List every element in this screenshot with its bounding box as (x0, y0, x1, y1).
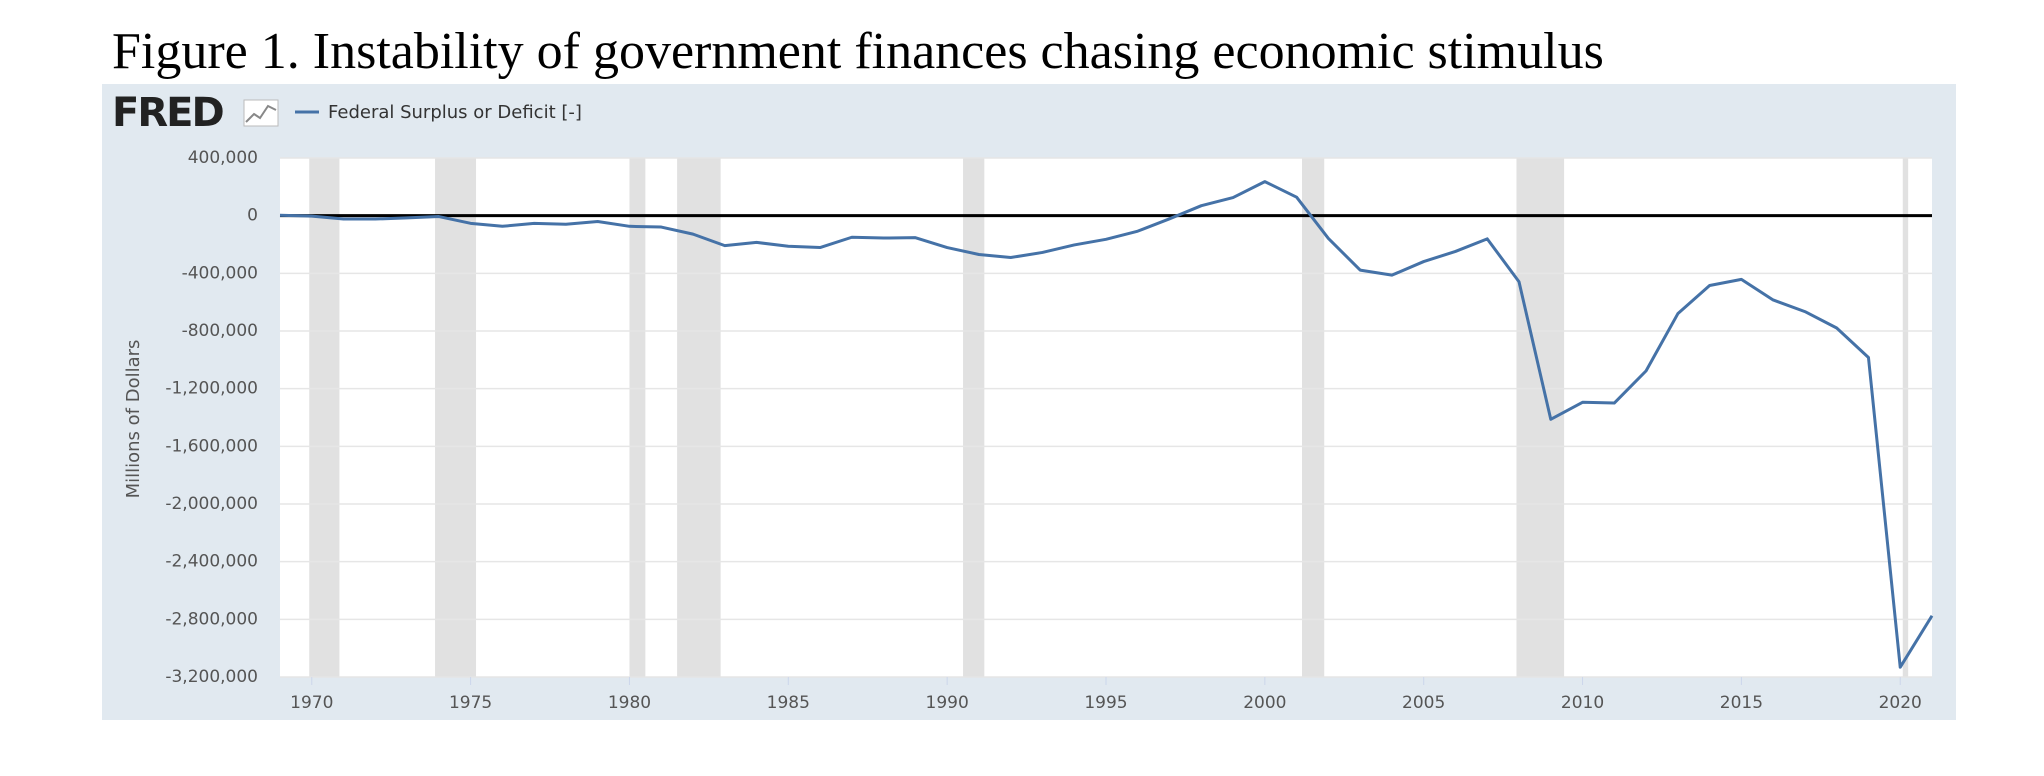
x-tick-label: 1970 (290, 693, 333, 713)
x-tick-label: 2005 (1402, 693, 1445, 713)
x-tick-label: 1985 (767, 693, 810, 713)
x-tick-label: 1995 (1084, 693, 1127, 713)
x-tick-label: 2010 (1561, 693, 1604, 713)
y-tick-label: -1,200,000 (165, 379, 258, 399)
x-tick-label: 1975 (449, 693, 492, 713)
y-tick-label: 400,000 (188, 148, 258, 168)
x-tick-label: 2000 (1243, 693, 1286, 713)
recession-band (629, 158, 646, 677)
y-tick-label: -2,000,000 (165, 494, 258, 514)
y-tick-label: -800,000 (182, 321, 258, 341)
y-tick-label: -2,800,000 (165, 609, 258, 629)
data-line (279, 180, 1934, 669)
recession-band (677, 158, 721, 677)
y-tick-label: -2,400,000 (165, 552, 258, 572)
y-tick-label: -3,200,000 (165, 667, 258, 687)
x-tick-label: 1980 (608, 693, 651, 713)
logo-icon (243, 99, 279, 127)
logo: FRED (112, 90, 223, 136)
y-tick-label: -1,600,000 (165, 436, 258, 456)
recession-band (1902, 158, 1909, 677)
x-tick-label: 1990 (926, 693, 969, 713)
recession-band (435, 158, 477, 677)
y-axis-label: Millions of Dollars (123, 340, 144, 499)
x-tick-label: 2015 (1720, 693, 1763, 713)
x-tick-label: 2020 (1879, 693, 1922, 713)
recession-band (1302, 158, 1325, 677)
y-tick-label: -400,000 (182, 263, 258, 283)
recession-band (309, 158, 340, 677)
recession-band (963, 158, 985, 677)
y-tick-label: 0 (247, 206, 258, 226)
chart-title: Figure 1. Instability of government fina… (112, 23, 1604, 80)
plot-area (280, 158, 1932, 677)
legend-label: Federal Surplus or Deficit [-] (328, 102, 582, 123)
